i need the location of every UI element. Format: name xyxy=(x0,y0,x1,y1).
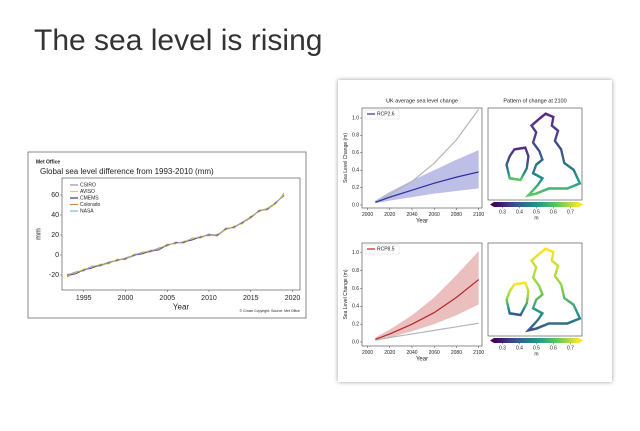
y-axis-label: mm xyxy=(36,228,43,240)
y-tick-label: 0.0 xyxy=(352,339,359,345)
colorbar-tick-label: 0.5 xyxy=(533,345,540,351)
image-frame xyxy=(27,151,307,319)
legend-label: CMEMS xyxy=(80,195,99,201)
legend-box xyxy=(364,244,400,255)
chart-title: Global sea level difference from 1993-20… xyxy=(40,167,214,176)
y-axis-label: Sea Level Change (m) xyxy=(343,133,349,183)
x-tick-label: 2010 xyxy=(201,295,217,302)
uncertainty-band xyxy=(375,150,479,204)
legend-label: NASA xyxy=(80,208,94,214)
colorbar xyxy=(494,202,579,207)
plot-frame xyxy=(361,242,483,347)
colorbar-label: m xyxy=(534,215,538,221)
x-tick-label: 1995 xyxy=(76,295,92,302)
y-tick-label: 0.6 xyxy=(352,286,359,292)
x-tick-label: 2060 xyxy=(429,212,440,218)
plot-frame xyxy=(61,177,301,291)
legend-label: RCP8.5 xyxy=(377,246,395,252)
uk-map xyxy=(505,247,582,333)
image-frame xyxy=(338,80,612,382)
x-tick-label: 2080 xyxy=(451,212,462,218)
series-line xyxy=(66,195,285,277)
y-tick-label: 0.8 xyxy=(352,268,359,274)
y-tick-label: 60 xyxy=(51,192,59,199)
x-tick-label: 2000 xyxy=(118,295,134,302)
x-tick-label: 2000 xyxy=(362,212,373,218)
colorbar-tick-label: 0.6 xyxy=(550,345,557,351)
colorbar-tick-label: 0.6 xyxy=(550,209,557,215)
colorbar-arrow xyxy=(490,338,494,343)
y-tick-label: 40 xyxy=(51,212,59,219)
x-tick-label: 2080 xyxy=(451,350,462,356)
series-line xyxy=(375,279,480,340)
series-line xyxy=(375,322,479,341)
series-line xyxy=(375,108,480,203)
x-tick-label: 2005 xyxy=(159,295,175,302)
x-tick-label: 2040 xyxy=(406,212,417,218)
uk-map xyxy=(505,112,582,198)
legend-label: Colorado xyxy=(80,202,101,208)
x-tick-label: 2015 xyxy=(243,295,259,302)
colorbar-tick-label: 0.4 xyxy=(516,209,523,215)
y-tick-label: -20 xyxy=(49,272,59,279)
legend-box xyxy=(364,109,400,120)
chart-title: UK average sea level change xyxy=(386,98,458,104)
colorbar-tick-label: 0.7 xyxy=(567,345,574,351)
y-tick-label: 0.2 xyxy=(352,185,359,191)
x-tick-label: 2020 xyxy=(285,295,301,302)
chart-title: Pattern of change at 2100 xyxy=(503,98,566,104)
series-line xyxy=(375,171,479,203)
colorbar-tick-label: 0.7 xyxy=(567,209,574,215)
map-frame xyxy=(487,242,583,337)
plot-frame xyxy=(361,107,483,209)
y-tick-label: 0 xyxy=(55,252,59,259)
legend-label: CSIRO xyxy=(80,182,96,188)
y-tick-label: 0.0 xyxy=(352,202,359,208)
x-tick-label: 2000 xyxy=(362,350,373,356)
x-axis-label: Year xyxy=(173,303,190,312)
legend-label: AVISO xyxy=(80,189,95,195)
x-tick-label: 2060 xyxy=(429,350,440,356)
x-tick-label: 2100 xyxy=(473,212,484,218)
colorbar-arrow xyxy=(579,202,583,207)
y-tick-label: 0.6 xyxy=(352,150,359,156)
colorbar-tick-label: 0.4 xyxy=(516,345,523,351)
colorbar-arrow xyxy=(579,338,583,343)
series-line xyxy=(66,193,285,275)
map-frame xyxy=(487,107,583,201)
colorbar xyxy=(494,338,579,343)
colorbar-arrow xyxy=(490,202,494,207)
y-tick-label: 0.4 xyxy=(352,168,359,174)
x-tick-label: 2040 xyxy=(406,350,417,356)
slide-title: The sea level is rising xyxy=(34,24,322,57)
y-axis-label: Sea Level Change (m) xyxy=(343,269,349,319)
y-tick-label: 20 xyxy=(51,232,59,239)
colorbar-tick-label: 0.3 xyxy=(499,345,506,351)
y-tick-label: 0.8 xyxy=(352,133,359,139)
logo: Met Office xyxy=(36,159,60,165)
x-axis-label: Year xyxy=(416,357,428,363)
y-tick-label: 1.0 xyxy=(352,115,359,121)
colorbar-tick-label: 0.3 xyxy=(499,209,506,215)
colorbar-tick-label: 0.5 xyxy=(533,209,540,215)
colorbar-label: m xyxy=(534,351,538,357)
y-tick-label: 0.2 xyxy=(352,321,359,327)
source-note: © Crown Copyright. Source: Met Office xyxy=(240,309,301,313)
legend-label: RCP2.6 xyxy=(377,111,395,117)
x-tick-label: 2020 xyxy=(384,212,395,218)
x-tick-label: 2100 xyxy=(473,350,484,356)
y-tick-label: 1.0 xyxy=(352,250,359,256)
x-axis-label: Year xyxy=(416,219,428,225)
x-tick-label: 2020 xyxy=(384,350,395,356)
y-tick-label: 0.4 xyxy=(352,304,359,310)
